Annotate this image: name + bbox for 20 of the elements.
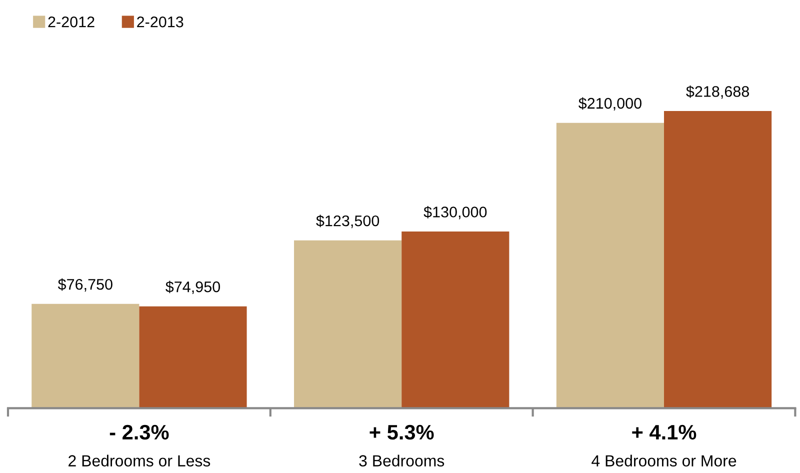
data-label: $130,000 [424,206,487,220]
x-tick-label: 3 Bedrooms [359,454,444,466]
legend-label: 2-2013 [137,16,184,28]
legend-label: 2-2012 [48,16,94,28]
x-tick-label: 4 Bedrooms or More [592,454,736,466]
data-label: $123,500 [316,214,380,228]
text: + 4.1% [632,424,696,440]
text: + 5.3% [370,424,434,440]
text: - 2.3% [110,424,169,440]
x-tick-label: 2 Bedrooms or Less [68,454,210,466]
data-label: $74,950 [166,280,220,294]
data-label: $218,688 [686,85,749,99]
bar [556,122,664,408]
data-label: $76,750 [58,278,112,292]
bar [32,304,140,408]
bar [139,306,247,408]
data-label: $210,000 [578,97,642,111]
bar [294,240,402,408]
bar [664,111,772,408]
bar [402,232,510,408]
